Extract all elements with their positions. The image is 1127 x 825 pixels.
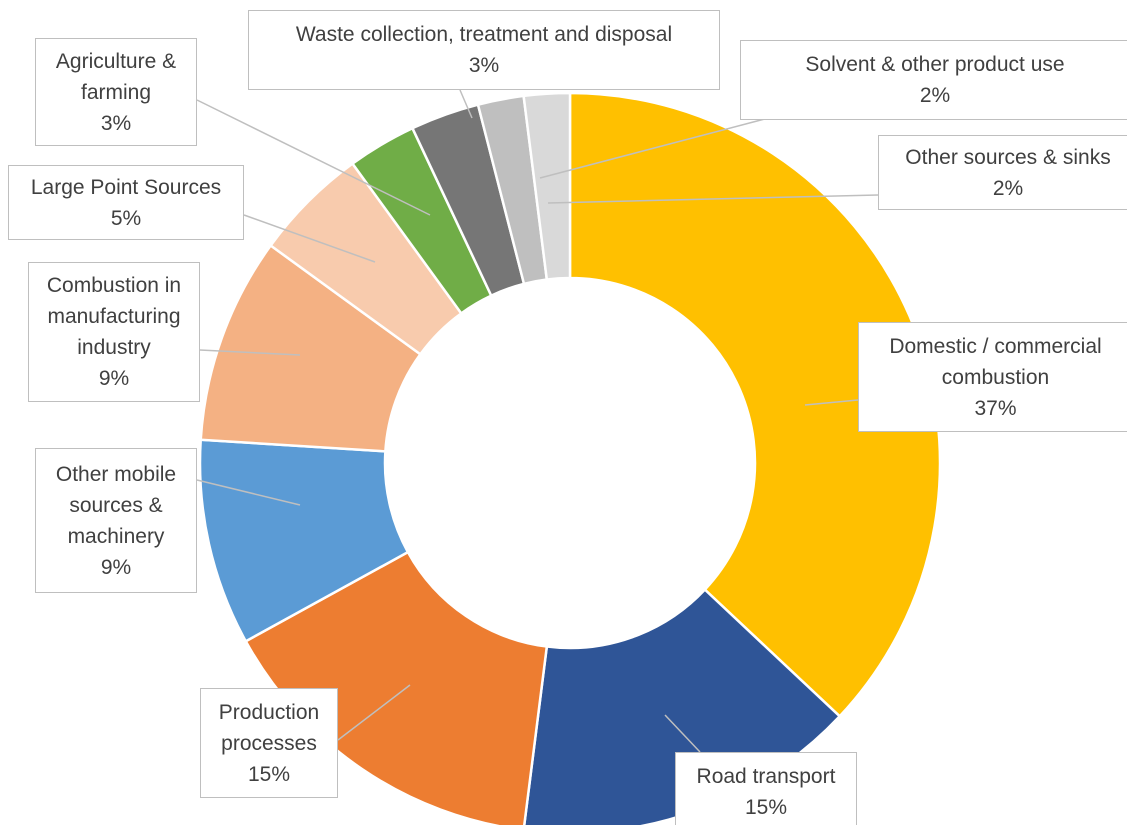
label-name: Combustion in manufacturing industry <box>46 274 182 359</box>
donut-segment <box>244 550 549 825</box>
leader-line <box>664 714 701 753</box>
data-label: Domestic / commercial combustion 37% <box>858 322 1127 432</box>
label-name: Solvent & other product use <box>805 53 1065 76</box>
leader-line <box>196 479 301 506</box>
label-value: 5% <box>110 206 142 230</box>
label-name: Large Point Sources <box>30 175 222 199</box>
label-value: 15% <box>247 762 291 786</box>
label-value: 3% <box>468 54 500 77</box>
leader-line <box>196 99 431 216</box>
label-value: 3% <box>100 111 132 135</box>
label-value: 2% <box>919 84 951 107</box>
label-value: 2% <box>992 176 1024 200</box>
data-label: Large Point Sources 5% <box>8 165 244 240</box>
data-label: Solvent & other product use 2% <box>740 40 1127 120</box>
label-value: 9% <box>98 367 130 390</box>
data-label: Other mobile sources & machinery 9% <box>35 448 197 593</box>
data-label: Road transport 15% <box>675 752 857 825</box>
data-label: Agriculture & farming 3% <box>35 38 197 146</box>
leader-line <box>459 89 473 119</box>
leader-line <box>337 684 411 741</box>
label-value: 37% <box>974 396 1017 420</box>
label-name: Other sources & sinks <box>905 145 1111 169</box>
data-label: Other sources & sinks 2% <box>878 135 1127 210</box>
data-label: Combustion in manufacturing industry 9% <box>28 262 200 402</box>
label-name: Road transport <box>696 765 836 788</box>
label-name: Domestic / commercial combustion <box>889 334 1102 389</box>
label-value: 9% <box>100 555 132 579</box>
label-name: Waste collection, treatment and disposal <box>295 23 673 46</box>
donut-segment <box>568 91 942 719</box>
label-name: Production processes <box>218 700 320 755</box>
leader-line <box>539 114 781 179</box>
label-name: Agriculture & farming <box>55 49 177 104</box>
data-label: Production processes 15% <box>200 688 338 798</box>
leader-line <box>804 399 859 406</box>
label-value: 15% <box>744 796 788 819</box>
label-name: Other mobile sources & machinery <box>55 462 177 548</box>
leader-line <box>547 194 879 204</box>
donut-segment <box>522 91 572 281</box>
leader-line <box>243 214 376 263</box>
leader-line <box>199 349 301 356</box>
data-label: Waste collection, treatment and disposal… <box>248 10 720 90</box>
